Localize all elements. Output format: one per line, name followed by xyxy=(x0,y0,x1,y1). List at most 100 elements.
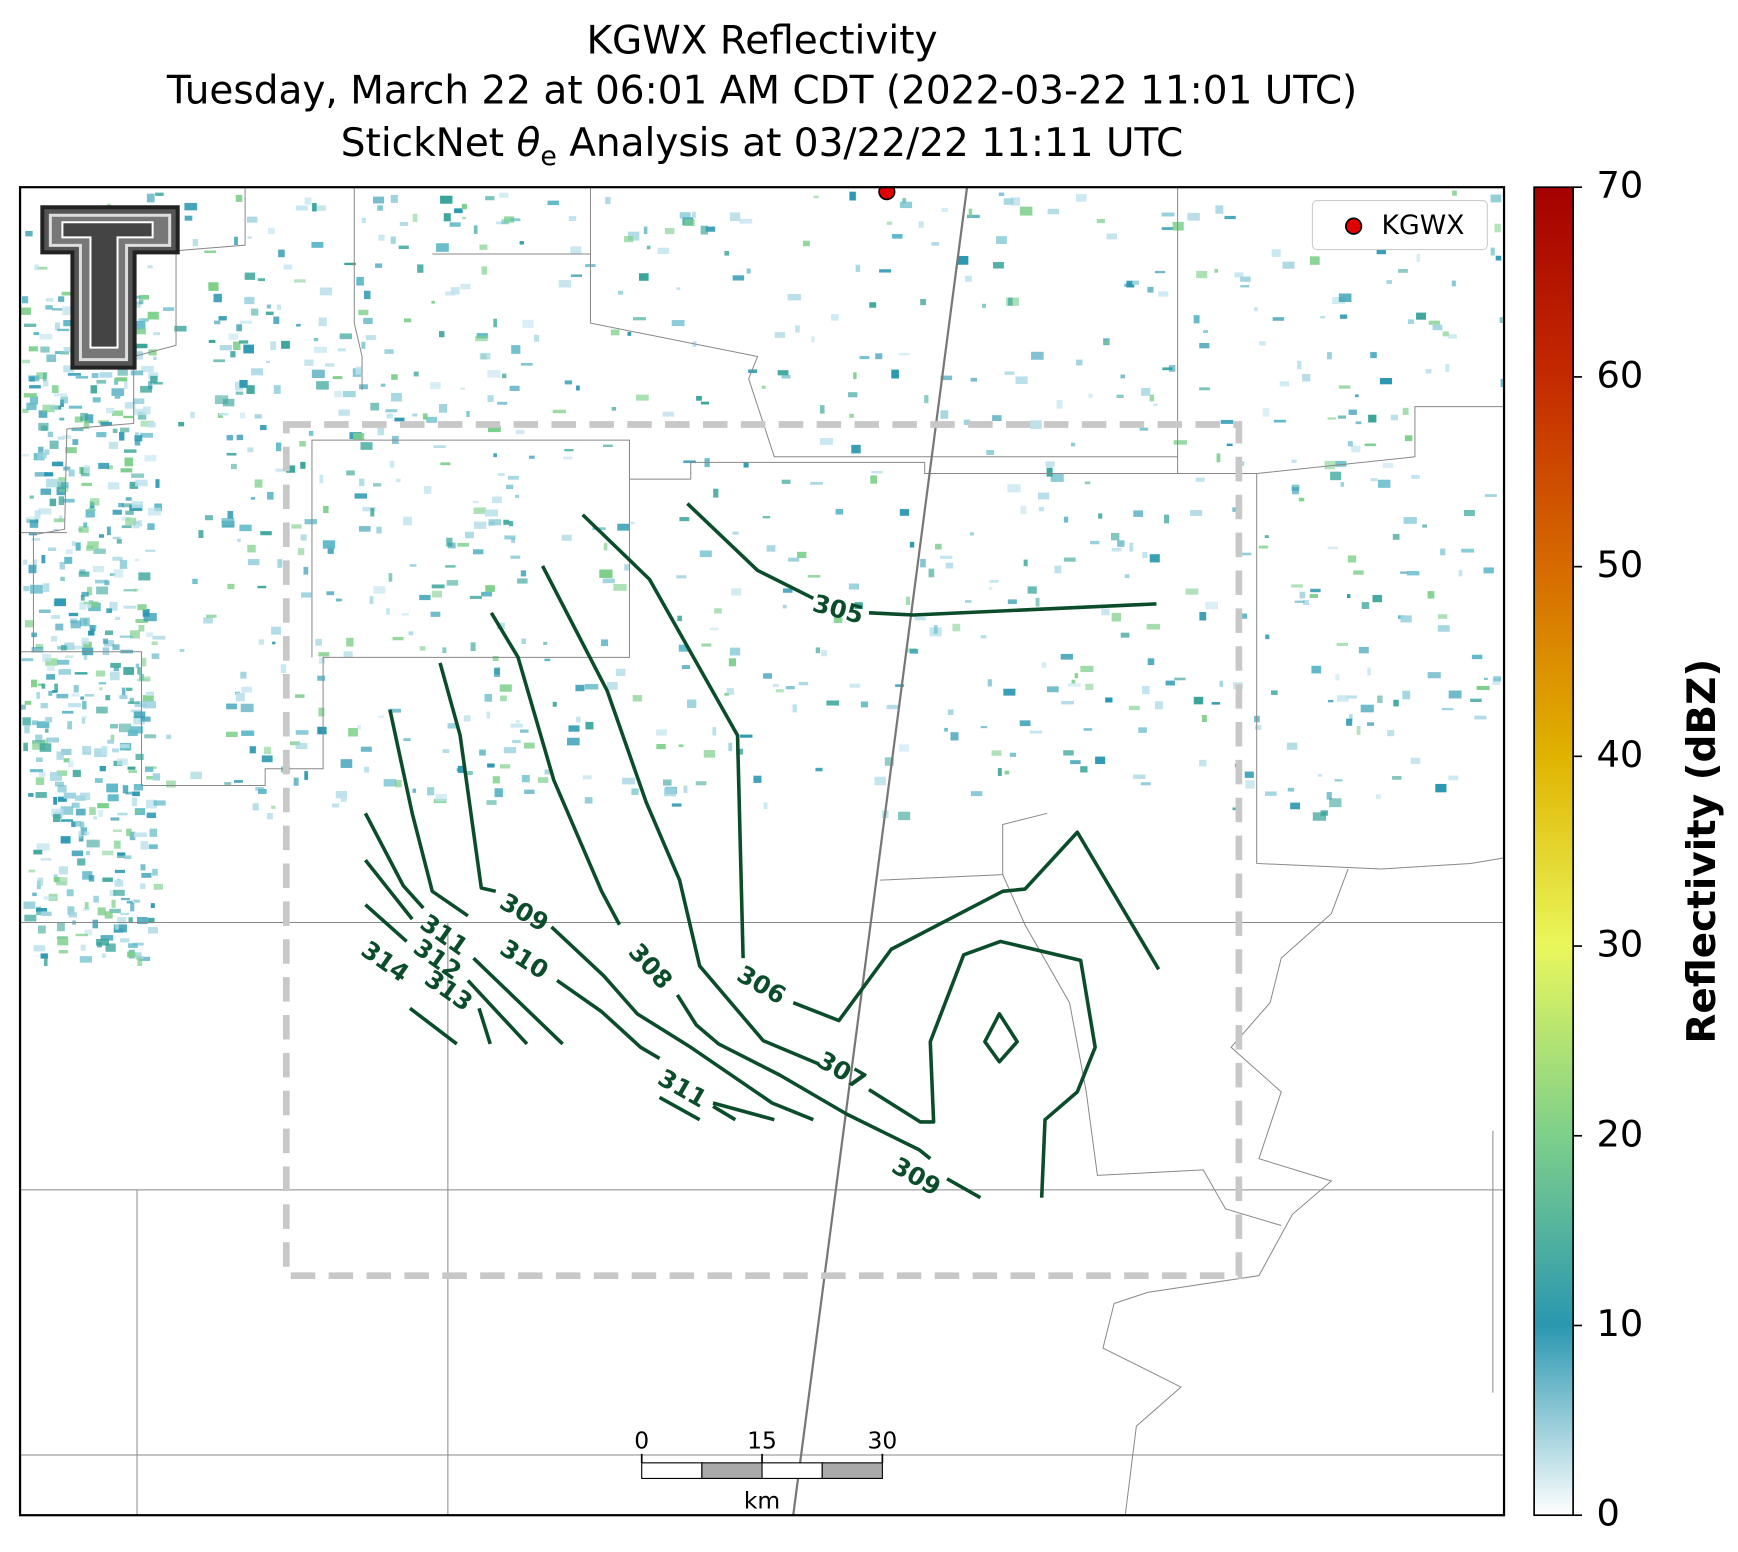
radar-echo xyxy=(855,264,861,273)
radar-echo xyxy=(1129,542,1134,552)
radar-echo xyxy=(311,369,325,379)
radar-echo xyxy=(463,715,471,722)
colorbar xyxy=(1533,186,1574,1517)
radar-echo xyxy=(1286,742,1298,750)
radar-echo xyxy=(461,203,467,210)
radar-echo xyxy=(147,265,153,269)
radar-echo xyxy=(71,850,84,857)
radar-echo xyxy=(1045,461,1055,468)
radar-echo xyxy=(111,899,116,908)
radar-echo xyxy=(86,586,93,596)
radar-echo xyxy=(797,551,807,559)
radar-echo xyxy=(43,583,50,593)
radar-echo xyxy=(1035,597,1040,607)
radar-echo xyxy=(902,198,907,203)
radar-echo xyxy=(423,486,432,494)
radar-echo xyxy=(60,396,69,404)
radar-echo xyxy=(1117,540,1125,547)
radar-echo xyxy=(860,701,869,708)
radar-echo xyxy=(656,744,666,750)
radar-echo xyxy=(390,236,396,244)
radar-echo xyxy=(1090,540,1100,545)
radar-echo xyxy=(914,616,926,621)
radar-echo xyxy=(1023,559,1028,567)
radar-echo xyxy=(319,474,324,484)
radar-echo xyxy=(226,435,234,441)
radar-echo xyxy=(570,246,582,254)
radar-echo xyxy=(473,507,486,514)
radar-echo xyxy=(409,564,417,567)
radar-echo xyxy=(234,381,244,391)
radar-echo xyxy=(227,583,235,590)
radar-echo xyxy=(1111,547,1122,552)
contour-line xyxy=(581,513,1161,1023)
radar-echo xyxy=(664,227,675,235)
radar-echo xyxy=(129,831,136,841)
radar-echo xyxy=(1425,368,1432,374)
radar-echo xyxy=(125,517,137,526)
radar-echo xyxy=(1494,223,1501,233)
radar-echo xyxy=(500,695,507,702)
radar-echo xyxy=(22,454,30,457)
radar-echo xyxy=(96,432,107,438)
radar-echo xyxy=(60,836,71,844)
radar-echo xyxy=(131,501,143,508)
radar-echo xyxy=(412,788,416,793)
radar-echo xyxy=(80,827,88,836)
radar-echo xyxy=(40,857,52,861)
radar-echo xyxy=(144,454,157,462)
radar-echo xyxy=(1063,516,1069,523)
contour-line xyxy=(364,859,529,1046)
radar-echo xyxy=(965,275,972,282)
radar-echo xyxy=(1253,307,1258,312)
radar-echo xyxy=(244,296,255,305)
radar-echo xyxy=(388,573,393,582)
radar-echo xyxy=(228,333,239,340)
radar-echo xyxy=(1463,509,1475,517)
radar-echo xyxy=(44,449,50,455)
radar-echo xyxy=(499,764,511,769)
radar-echo xyxy=(217,413,223,418)
radar-echo xyxy=(361,217,366,223)
radar-echo xyxy=(135,479,148,487)
radar-echo xyxy=(445,291,456,296)
radar-echo xyxy=(353,433,365,441)
radar-echo xyxy=(138,572,151,581)
radar-echo xyxy=(1474,715,1487,720)
radar-echo xyxy=(657,247,670,255)
scale-label: 15 xyxy=(747,1426,777,1454)
radar-echo xyxy=(1138,727,1147,733)
radar-echo xyxy=(785,686,795,690)
radar-echo xyxy=(89,807,96,815)
contour-line xyxy=(363,812,737,1122)
radar-echo xyxy=(466,411,470,418)
radar-echo xyxy=(1291,487,1299,495)
radar-echo xyxy=(1291,459,1297,463)
subtitle-text: StickNet xyxy=(341,121,517,166)
radar-echo xyxy=(61,819,74,822)
radar-echo xyxy=(1327,546,1339,550)
radar-echo xyxy=(1162,367,1173,371)
radar-echo xyxy=(510,218,521,222)
radar-echo xyxy=(118,502,124,508)
radar-echo xyxy=(613,584,627,591)
radar-echo xyxy=(254,479,263,488)
radar-echo xyxy=(787,293,801,301)
radar-echo xyxy=(31,632,37,638)
radar-echo xyxy=(522,319,534,328)
colorbar-tick-label: 0 xyxy=(1597,1492,1620,1535)
radar-echo xyxy=(267,491,274,500)
radar-echo xyxy=(798,681,809,686)
radar-echo xyxy=(179,648,185,652)
radar-echo xyxy=(137,916,148,925)
radar-echo xyxy=(114,924,119,930)
radar-echo xyxy=(869,302,877,308)
radar-echo xyxy=(1063,557,1076,562)
radar-echo xyxy=(1141,387,1151,396)
radar-echo xyxy=(484,693,492,702)
radar-echo xyxy=(1492,678,1501,686)
radar-echo xyxy=(140,432,154,438)
radar-echo xyxy=(148,844,158,850)
radar-echo xyxy=(1224,215,1236,220)
radar-echo xyxy=(213,359,226,363)
